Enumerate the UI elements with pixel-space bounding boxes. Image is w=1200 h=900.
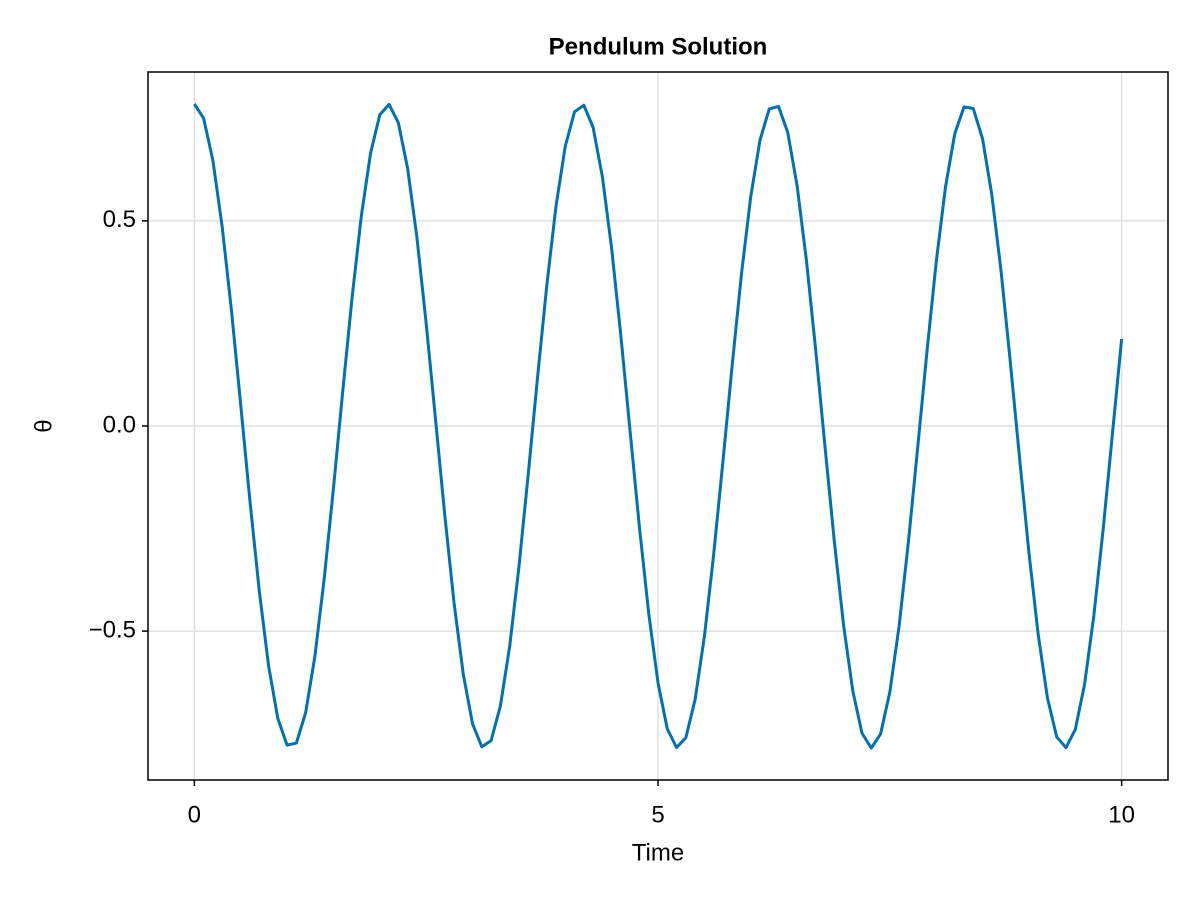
x-tick-label: 5 [651, 801, 664, 828]
x-tick-label: 0 [188, 801, 201, 828]
x-axis-label: Time [632, 839, 684, 866]
y-tick-label: 0.0 [103, 411, 136, 438]
y-tick-label: 0.5 [103, 206, 136, 233]
x-tick-label: 10 [1108, 801, 1135, 828]
y-tick-label: −0.5 [89, 616, 136, 643]
data-line [193, 102, 1124, 750]
plot-frame [147, 71, 1169, 781]
y-axis-label: θ [30, 419, 57, 432]
chart-title: Pendulum Solution [549, 33, 768, 60]
